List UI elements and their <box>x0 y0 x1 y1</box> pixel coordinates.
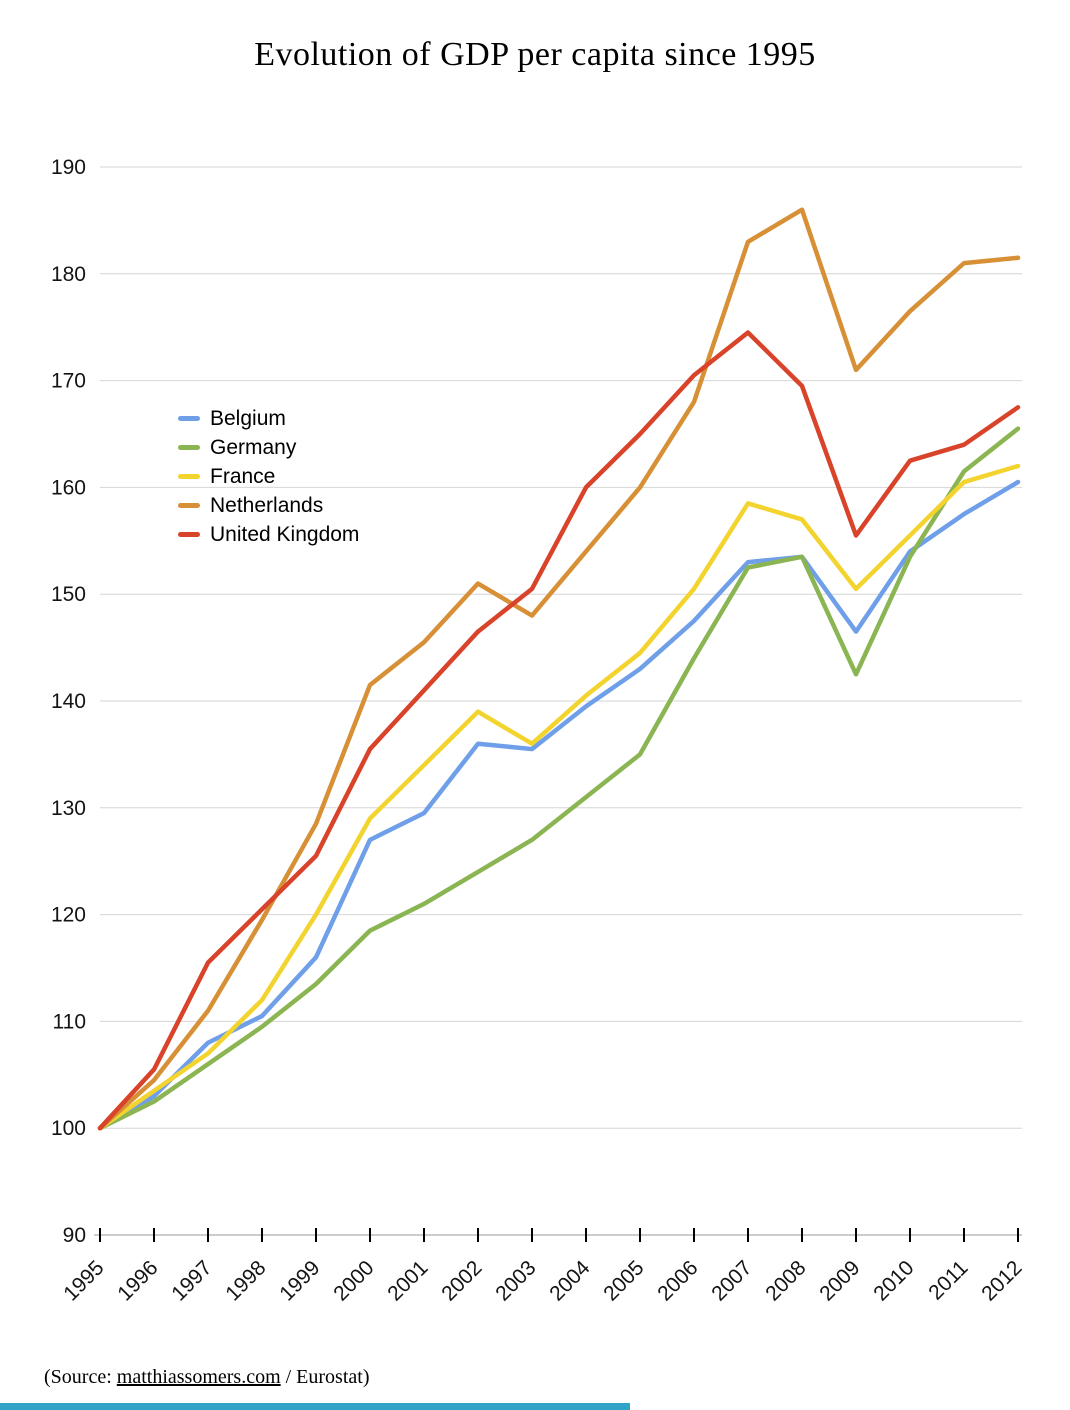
x-axis-tick-label: 1998 <box>221 1256 270 1305</box>
x-axis-tick-label: 2009 <box>815 1256 864 1305</box>
legend-label-netherlands: Netherlands <box>210 494 324 517</box>
series-line-france <box>97 463 1021 1131</box>
legend-swatch-netherlands <box>178 503 200 508</box>
source-link[interactable]: matthiassomers.com <box>116 1366 281 1388</box>
legend-label-germany: Germany <box>210 436 297 459</box>
x-axis-tick-label: 2010 <box>869 1256 918 1305</box>
y-axis-tick-label: 100 <box>51 1117 86 1140</box>
legend-label-united-kingdom: United Kingdom <box>210 523 360 546</box>
legend-item-germany: Germany <box>178 433 359 462</box>
x-axis-tick-label: 1997 <box>167 1256 216 1305</box>
legend-swatch-united-kingdom <box>178 532 200 537</box>
x-axis-tick-label: 1996 <box>113 1256 162 1305</box>
x-axis-tick-label: 2006 <box>653 1256 702 1305</box>
x-axis-tick-label: 2007 <box>707 1256 756 1305</box>
legend-swatch-france <box>178 474 200 479</box>
x-axis-tick-label: 2004 <box>545 1256 595 1306</box>
legend-swatch-germany <box>178 445 200 450</box>
series-line-netherlands <box>97 207 1021 1131</box>
legend-item-belgium: Belgium <box>178 404 359 433</box>
series-line-germany <box>97 426 1021 1131</box>
legend-label-france: France <box>210 465 276 488</box>
x-axis-tick-label: 2008 <box>761 1256 810 1305</box>
y-axis-tick-label: 110 <box>53 1010 86 1033</box>
x-axis-tick-label: 1999 <box>275 1256 324 1305</box>
x-axis-tick-label: 1995 <box>59 1256 108 1305</box>
y-axis-tick-label: 150 <box>51 583 86 606</box>
chart-legend: Belgium Germany France Netherlands United Ki… <box>178 404 359 549</box>
y-axis-tick-label: 170 <box>51 370 86 393</box>
x-axis-tick-label: 2005 <box>599 1256 648 1305</box>
x-axis-tick-label: 2001 <box>383 1256 432 1305</box>
source-suffix: / Eurostat) <box>280 1366 370 1388</box>
legend-label-belgium: Belgium <box>210 407 286 430</box>
y-axis-tick-label: 160 <box>51 476 86 499</box>
x-axis-tick-label: 2003 <box>491 1256 540 1305</box>
y-axis-tick-label: 90 <box>63 1224 86 1247</box>
x-axis-tick-label: 2011 <box>924 1256 972 1304</box>
series-line-belgium <box>97 479 1021 1131</box>
y-axis-tick-label: 190 <box>51 156 86 179</box>
legend-item-france: France <box>178 462 359 491</box>
y-axis-tick-label: 140 <box>51 690 86 713</box>
chart-title: Evolution of GDP per capita since 1995 <box>254 36 816 73</box>
legend-item-united-kingdom: United Kingdom <box>178 520 359 549</box>
source-note: (Source: matthiassomers.com / Eurostat) <box>44 1366 370 1389</box>
series-line-united-kingdom <box>97 330 1021 1131</box>
legend-swatch-belgium <box>178 416 200 421</box>
y-axis-tick-label: 130 <box>51 797 86 820</box>
y-axis-tick-label: 180 <box>51 263 86 286</box>
bottom-accent-bar <box>0 1403 630 1410</box>
legend-item-netherlands: Netherlands <box>178 491 359 520</box>
y-axis-tick-label: 120 <box>51 904 86 927</box>
source-prefix: (Source: <box>44 1366 117 1388</box>
x-axis-tick-label: 2012 <box>977 1256 1026 1305</box>
x-axis-tick-label: 2002 <box>437 1256 486 1305</box>
x-axis-tick-label: 2000 <box>329 1256 378 1305</box>
